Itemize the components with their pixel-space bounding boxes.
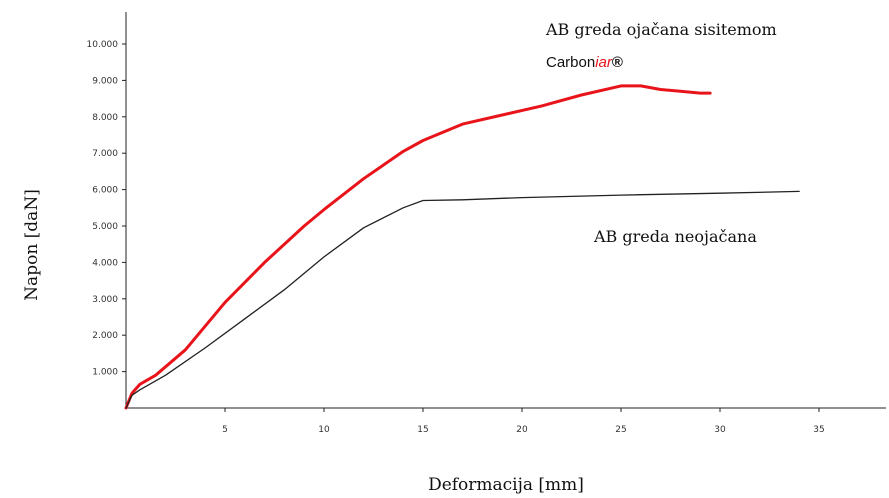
y-tick-label: 2.000 (92, 331, 118, 341)
y-tick-label: 6.000 (92, 186, 118, 196)
x-tick-label: 15 (417, 425, 428, 435)
axes (125, 12, 886, 409)
x-axis-title: Deformacija [mm] (428, 475, 584, 495)
annotation-reinforced-brand: Carboniar® (546, 54, 623, 71)
brand-carbon: Carbon (546, 54, 595, 71)
x-tick-label: 35 (813, 425, 824, 435)
y-tick-label: 4.000 (92, 258, 118, 268)
x-ticks: 5 10 15 20 25 30 35 (222, 408, 825, 435)
annotation-unreinforced: AB greda neojačana (593, 227, 757, 246)
x-tick-label: 10 (318, 425, 330, 435)
y-tick-label: 10.000 (87, 40, 119, 50)
series-reinforced-line (124, 84, 712, 410)
y-tick-label: 8.000 (92, 113, 118, 123)
brand-iar: iar (595, 54, 613, 71)
x-tick-label: 30 (714, 425, 726, 435)
x-tick-label: 25 (615, 425, 626, 435)
brand-registered: ® (612, 54, 623, 71)
y-axis-title: Napon [daN] (22, 189, 42, 301)
y-tick-label: 3.000 (92, 295, 118, 305)
y-tick-label: 7.000 (92, 149, 118, 159)
y-tick-label: 9.000 (92, 76, 118, 86)
x-tick-label: 20 (516, 425, 528, 435)
y-ticks: 1.000 2.000 3.000 4.000 5.000 6.000 7.000 8.000… (87, 40, 126, 378)
y-tick-label: 5.000 (92, 222, 118, 232)
series (124, 84, 800, 410)
y-tick-label: 1.000 (92, 368, 118, 378)
series-unreinforced-line (125, 190, 800, 409)
x-tick-label: 5 (222, 425, 228, 435)
annotation-reinforced-line1: AB greda ojačana sisitemom (545, 20, 777, 39)
